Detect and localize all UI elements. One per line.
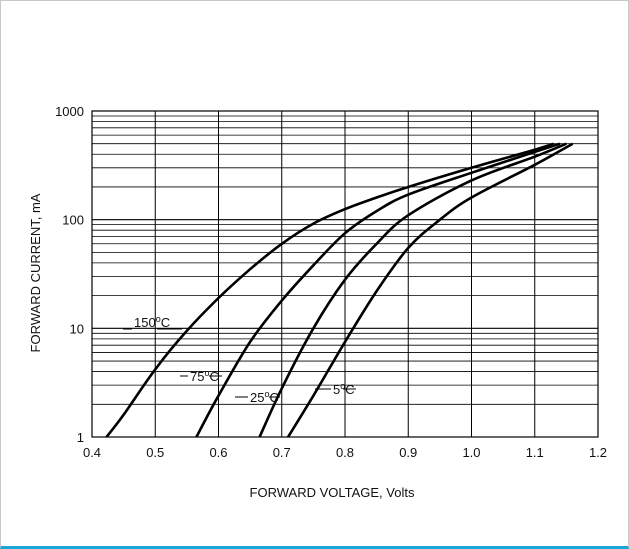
series-line-4 <box>286 142 574 438</box>
curves <box>105 142 574 438</box>
x-tick-label: 1.1 <box>526 445 544 460</box>
series-label-1: 150oC <box>134 314 170 330</box>
y-tick-label: 1 <box>77 430 84 445</box>
x-tick-label: 0.5 <box>146 445 164 460</box>
x-tick-label: 0.9 <box>399 445 417 460</box>
y-tick-label: 1000 <box>55 104 84 119</box>
x-tick-label: 0.6 <box>209 445 227 460</box>
x-tick-label: 1.0 <box>462 445 480 460</box>
y-tick-labels: 1 10 100 1000 <box>55 104 84 445</box>
x-axis-label: FORWARD VOLTAGE, Volts <box>250 485 415 500</box>
series-line-2 <box>195 142 561 438</box>
series-line-1 <box>105 142 555 438</box>
series-line-3 <box>258 142 567 438</box>
x-tick-label: 0.4 <box>83 445 101 460</box>
x-tick-labels: 0.4 0.5 0.6 0.7 0.8 0.9 1.0 1.1 1.2 <box>83 445 607 460</box>
y-axis-label: FORWARD CURRENT, mA <box>28 193 43 352</box>
plot-border <box>91 110 599 438</box>
y-tick-label: 100 <box>62 213 84 228</box>
x-tick-label: 1.2 <box>589 445 607 460</box>
y-tick-label: 10 <box>70 321 84 336</box>
x-tick-label: 0.7 <box>273 445 291 460</box>
x-tick-label: 0.8 <box>336 445 354 460</box>
